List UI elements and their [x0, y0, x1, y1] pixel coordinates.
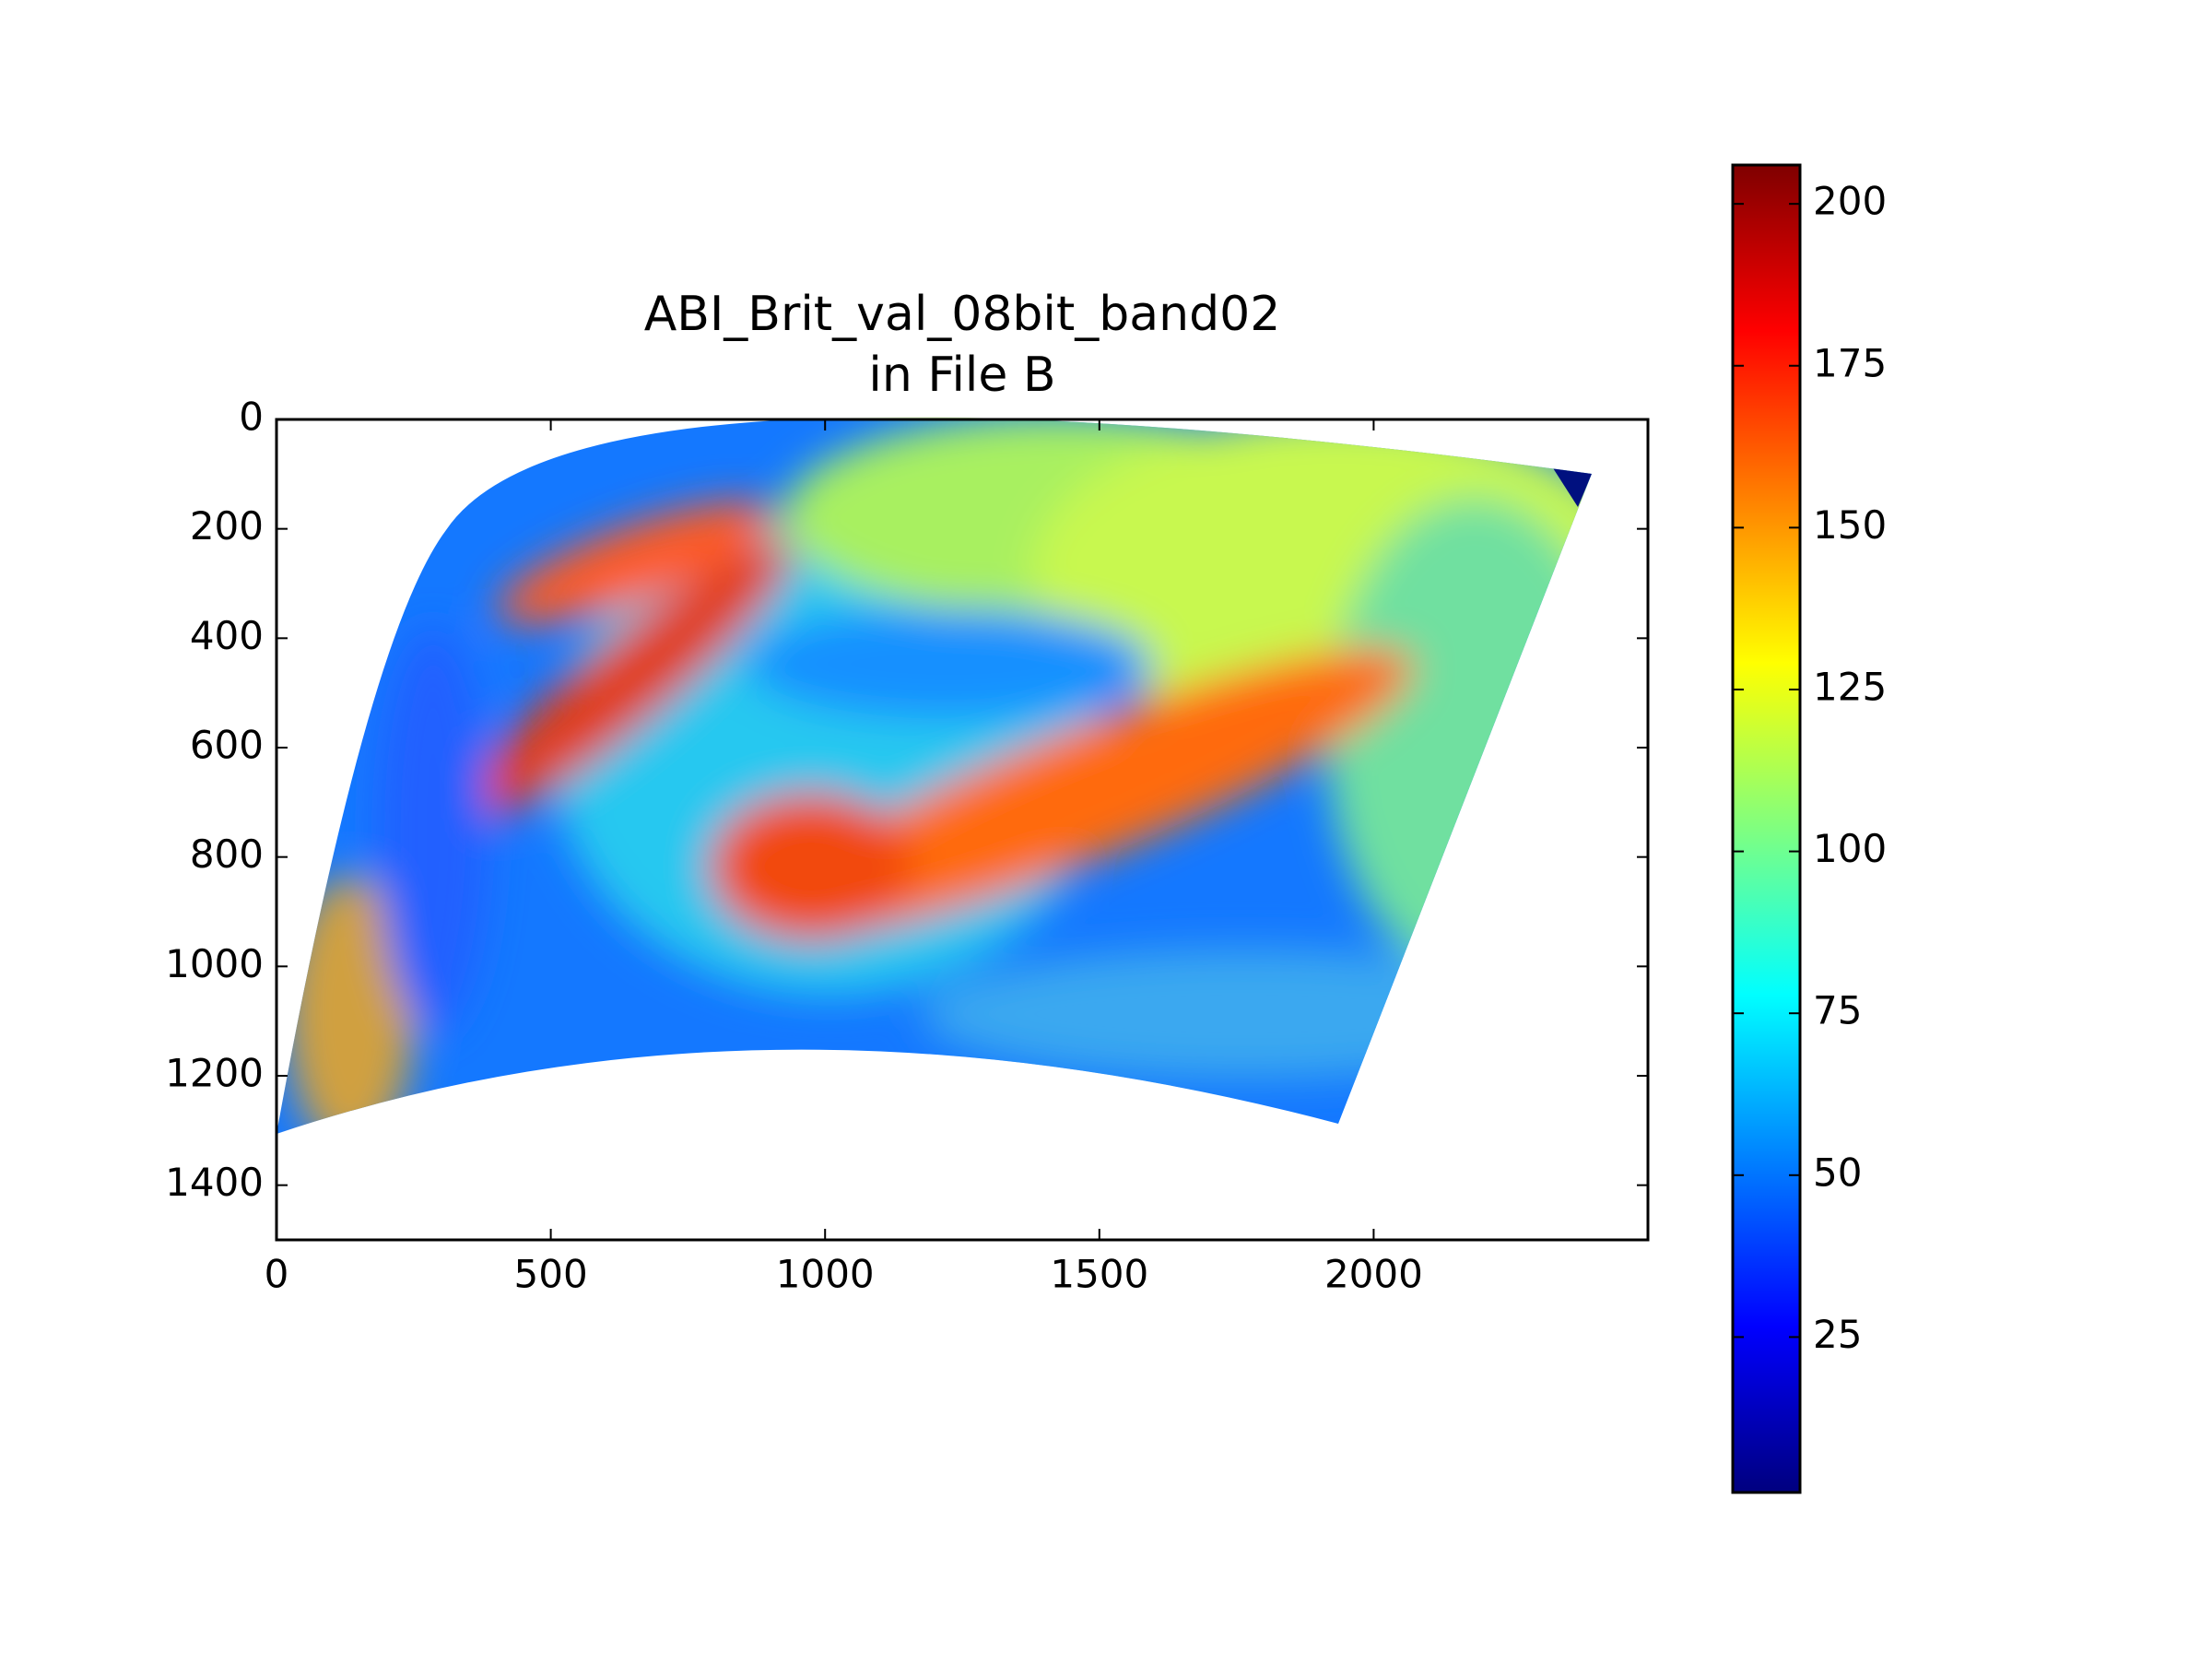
colorbar [1731, 163, 1802, 1494]
x-tick-label: 1500 [1050, 1252, 1148, 1297]
colorbar-tick-label: 150 [1813, 502, 1887, 548]
colorbar-tick-label: 125 [1813, 664, 1887, 709]
y-tick-label: 1200 [165, 1051, 264, 1096]
x-tick-label: 0 [265, 1252, 289, 1297]
colorbar-tick-label: 175 [1813, 340, 1887, 385]
y-tick-label: 1000 [165, 941, 264, 986]
colorbar-tick-label: 75 [1813, 988, 1862, 1033]
chart-title: ABI_Brit_val_08bit_band02 [644, 287, 1281, 342]
y-tick-label: 200 [190, 503, 264, 548]
chart-subtitle: in File B [868, 348, 1055, 403]
y-tick-label: 1400 [165, 1160, 264, 1205]
x-tick-label: 500 [514, 1252, 588, 1297]
y-tick-label: 600 [190, 723, 264, 768]
y-tick-label: 0 [239, 395, 264, 440]
x-tick-label: 1000 [776, 1252, 875, 1297]
x-tick-label: 2000 [1324, 1252, 1423, 1297]
y-tick-label: 800 [190, 832, 264, 877]
colorbar-tick-label: 100 [1813, 826, 1887, 871]
y-tick-label: 400 [190, 613, 264, 658]
colorbar-tick-label: 25 [1813, 1312, 1862, 1357]
image [276, 417, 1592, 1134]
colorbar-tick-label: 50 [1813, 1150, 1862, 1195]
axes-frame [275, 418, 1650, 1242]
colorbar-tick-label: 200 [1813, 179, 1887, 224]
